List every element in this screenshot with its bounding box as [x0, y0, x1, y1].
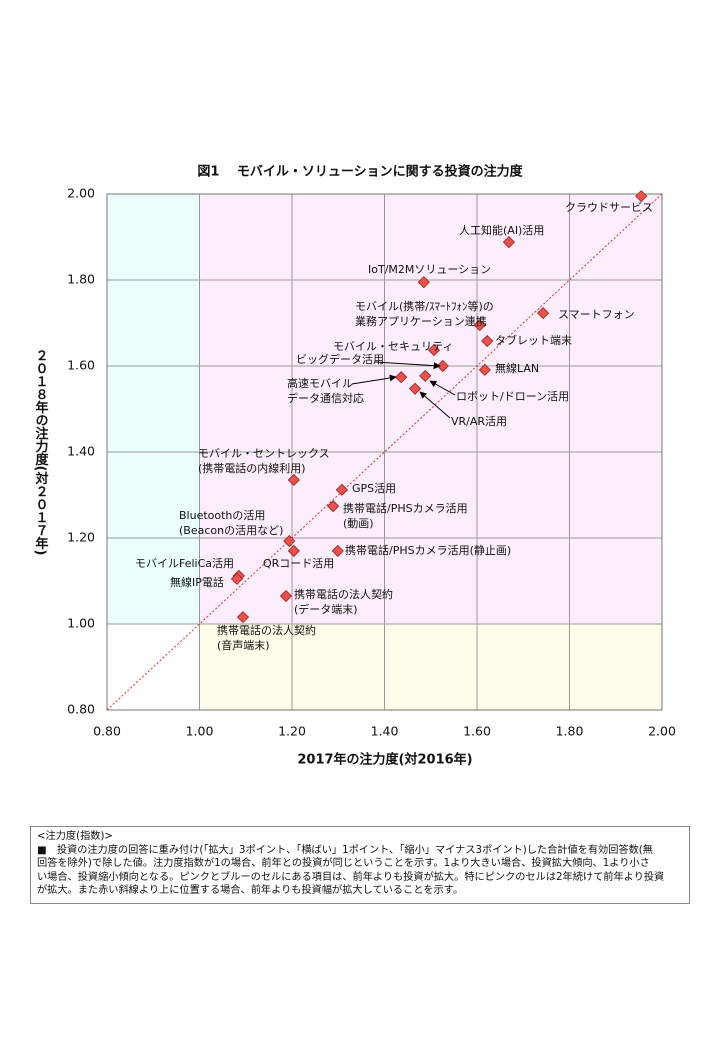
label-arrow: [429, 380, 456, 396]
data-point: [236, 611, 250, 624]
region: [107, 194, 200, 624]
point-label: 携帯電話の法人契約: [217, 623, 316, 637]
data-point: [481, 334, 494, 348]
data-point: [417, 276, 430, 289]
point-label: IoT/M2Mソリューション: [368, 263, 491, 276]
data-point: [283, 534, 296, 548]
y-tick-label: 1.80: [67, 272, 95, 287]
data-point: [335, 483, 349, 496]
point-label: 業務アプリケーション連携: [355, 314, 487, 328]
x-tick-label: 1.20: [278, 724, 306, 739]
data-point: [287, 473, 300, 487]
point-label: モバイル・セキュリティ: [333, 340, 453, 353]
note-box: <注力度(指数)> ■ 投資の注力度の回答に重み付け(「拡大」3ポイント、「横ば…: [30, 826, 690, 904]
point-label: QRコード活用: [263, 557, 334, 570]
point-label: モバイル(携帯/ｽﾏｰﾄﾌｫﾝ等)の: [355, 299, 494, 313]
data-point: [427, 344, 441, 357]
y-tick-label: 1.00: [67, 616, 95, 631]
point-label: 無線IP電話: [170, 575, 224, 589]
label-arrow: [374, 361, 441, 370]
data-point: [419, 369, 432, 382]
point-label: 携帯電話の法人契約: [294, 587, 393, 601]
data-point: [395, 371, 408, 384]
region: [199, 624, 662, 710]
point-label: モバイル・セントレックス: [198, 447, 330, 460]
data-point: [635, 190, 648, 203]
data-point: [287, 544, 300, 557]
point-label: GPS活用: [352, 482, 396, 495]
plot-border: [106, 193, 663, 711]
y-tick-label: 2.00: [67, 186, 95, 201]
point-label: (音声端末): [217, 638, 270, 652]
data-point: [279, 589, 293, 603]
point-label: VR/AR活用: [451, 415, 507, 428]
point-label: (動画): [343, 516, 374, 530]
point-label: Bluetoothの活用: [179, 509, 265, 522]
data-point: [230, 572, 244, 585]
data-point: [473, 319, 486, 332]
x-axis-label: 2017年の注力度(対2016年): [297, 752, 472, 768]
data-point: [331, 544, 344, 557]
y-tick-label: 1.60: [67, 358, 95, 373]
label-arrow: [351, 374, 397, 385]
point-label: 人工知能(AI)活用: [459, 223, 544, 237]
point-label: モバイルFeliCa活用: [135, 557, 234, 570]
y-axis-label: ２０１８年の注力度(対２０１７年): [33, 349, 50, 556]
note-line: 回答を除外)で除した値。注力度指数が1の場合、前年との投資が同じということを示す…: [37, 858, 650, 869]
data-point: [537, 307, 550, 320]
y-tick-label: 0.80: [67, 702, 95, 717]
point-label: データ通信対応: [287, 391, 364, 405]
x-tick-label: 1.40: [371, 724, 399, 739]
point-label: スマートフォン: [558, 308, 635, 321]
point-label: (データ端末): [294, 602, 358, 616]
note-line: い場合、投資縮小傾向となる。ピンクとブルーのセルにある項目は、前年よりも投資が拡…: [37, 871, 665, 883]
note-line: が拡大。また赤い斜線より上に位置する場合、前年よりも投資幅が拡大していることを示…: [37, 885, 464, 896]
point-label: クラウドサービス: [565, 201, 653, 214]
label-arrow: [419, 391, 451, 419]
point-label: タブレット端末: [495, 333, 572, 347]
data-point: [327, 500, 340, 513]
point-label: 高速モバイル: [287, 376, 353, 390]
y-tick-label: 1.20: [67, 530, 95, 545]
y-tick-label: 1.40: [67, 444, 95, 459]
point-label: (Beaconの活用など): [179, 524, 283, 537]
point-label: ビッグデータ活用: [296, 352, 384, 366]
x-tick-label: 2.00: [648, 724, 676, 739]
data-point: [478, 363, 491, 376]
data-point: [408, 382, 422, 395]
x-tick-label: 1.80: [556, 724, 584, 739]
chart-title: 図1 モバイル・ソリューションに関する投資の注力度: [197, 164, 523, 180]
chart: 図1 モバイル・ソリューションに関する投資の注力度 2017年の注力度(対201…: [33, 164, 676, 768]
note-title: <注力度(指数)>: [37, 831, 113, 842]
point-label: (携帯電話の内線利用): [198, 461, 306, 475]
point-label: 携帯電話/PHSカメラ活用(静止画): [345, 543, 511, 557]
x-tick-label: 1.60: [463, 724, 491, 739]
point-label: ロボット/ドローン活用: [456, 390, 569, 403]
data-point: [502, 236, 515, 249]
x-tick-label: 0.80: [93, 724, 121, 739]
note-line: ■ 投資の注力度の回答に重み付け(「拡大」3ポイント、「横ばい」1ポイント、「縮…: [37, 844, 653, 856]
point-label: 携帯電話/PHSカメラ活用: [343, 501, 468, 515]
x-tick-label: 1.00: [186, 724, 214, 739]
point-label: 無線LAN: [495, 361, 539, 375]
